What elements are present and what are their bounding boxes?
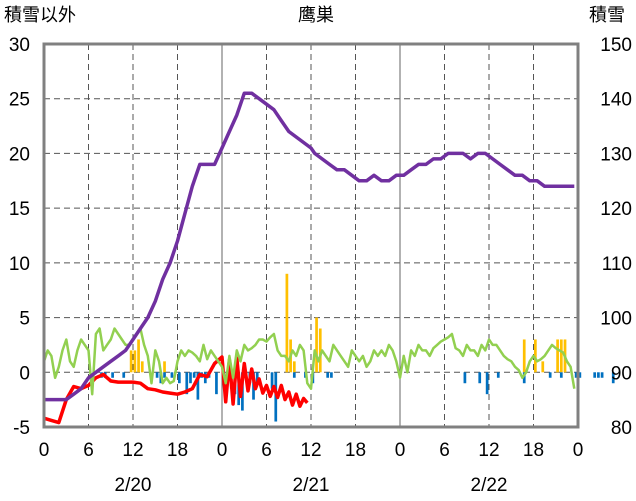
bar [285, 273, 289, 373]
bar [559, 372, 563, 378]
right-y-tick-label: 140 [600, 90, 632, 111]
date-label: 2/20 [115, 475, 152, 496]
bar [593, 372, 597, 378]
bar [185, 372, 189, 395]
bar [170, 372, 174, 378]
x-tick-label: 12 [122, 440, 143, 461]
bar [578, 372, 582, 378]
left-y-tick-label: 30 [9, 35, 30, 56]
right-y-tick-label: 130 [600, 144, 632, 165]
bar [326, 372, 330, 378]
date-label: 2/22 [471, 475, 508, 496]
bar [485, 372, 489, 395]
bar [534, 339, 537, 373]
bar [559, 339, 563, 373]
x-tick-label: 0 [217, 440, 228, 461]
bar [215, 372, 218, 395]
bar [140, 361, 144, 373]
bar [292, 372, 296, 378]
bar [556, 339, 559, 373]
left-y-tick-label: 25 [9, 90, 30, 111]
x-tick-label: 6 [439, 440, 450, 461]
bar [189, 372, 192, 384]
date-label: 2/21 [293, 475, 330, 496]
chart-title: 鹰巣 [298, 5, 334, 26]
bar [122, 372, 126, 378]
bar [129, 350, 133, 373]
bar [163, 372, 166, 378]
right-y-tick-label: 80 [611, 418, 632, 439]
left-y-tick-label: -5 [13, 418, 30, 439]
x-tick-label: 18 [167, 440, 188, 461]
right-y-tick-label: 100 [600, 309, 632, 330]
bar [111, 372, 114, 378]
bar [163, 361, 166, 373]
x-tick-label: 6 [83, 440, 94, 461]
bar [548, 372, 552, 378]
right-y-tick-label: 120 [600, 199, 632, 220]
bar [574, 372, 578, 378]
x-tick-label: 0 [573, 440, 584, 461]
bar [611, 372, 615, 384]
bar [270, 372, 274, 389]
x-tick-label: 12 [300, 440, 321, 461]
x-tick-label: 12 [478, 440, 499, 461]
bar [478, 372, 482, 384]
left-y-tick-label: 0 [19, 363, 30, 384]
x-tick-label: 0 [395, 440, 406, 461]
bar [155, 372, 159, 378]
bar [330, 372, 333, 378]
left-axis-title: 積雪以外 [4, 5, 76, 26]
left-y-tick-label: 20 [9, 144, 30, 165]
bar [522, 372, 526, 384]
bar [318, 328, 322, 373]
bar [255, 372, 259, 384]
bar [463, 372, 467, 384]
bar [196, 372, 200, 400]
bar [600, 372, 604, 378]
bar [496, 372, 500, 378]
plot-frame [42, 42, 580, 429]
bar [522, 339, 526, 373]
right-y-tick-label: 90 [611, 363, 632, 384]
left-y-tick-label: 5 [19, 309, 30, 330]
right-y-tick-label: 150 [600, 35, 632, 56]
bar [315, 317, 318, 373]
left-y-tick-label: 15 [9, 199, 30, 220]
series-line [42, 327, 576, 396]
right-axis-title: 積雪 [589, 5, 625, 26]
right-y-tick-label: 110 [602, 254, 632, 275]
x-tick-label: 0 [39, 440, 50, 461]
bar [133, 350, 137, 373]
x-tick-label: 18 [345, 440, 366, 461]
bar [597, 372, 600, 378]
bar [178, 372, 181, 384]
left-y-tick-label: 10 [9, 254, 30, 275]
series-line [44, 91, 575, 402]
bar [292, 361, 296, 373]
bar [192, 372, 196, 378]
bar [137, 339, 140, 373]
bar [541, 361, 545, 373]
x-tick-label: 18 [523, 440, 544, 461]
x-tick-label: 6 [261, 440, 272, 461]
